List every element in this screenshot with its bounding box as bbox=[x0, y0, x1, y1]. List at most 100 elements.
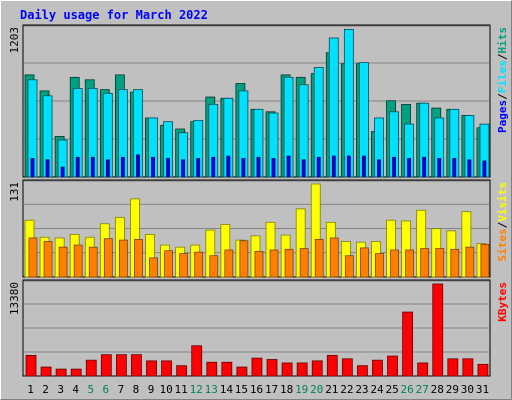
legend-separator: / bbox=[496, 53, 509, 60]
bar-pages-28 bbox=[437, 158, 442, 178]
bar-pages-23 bbox=[362, 155, 366, 178]
bar-kbytes-24 bbox=[372, 359, 383, 377]
bar-sites-21 bbox=[329, 237, 339, 278]
bar-pages-4 bbox=[75, 156, 80, 178]
bar-pages-25 bbox=[392, 156, 396, 178]
bar-kbytes-11 bbox=[176, 365, 188, 377]
bar-pages-11 bbox=[181, 159, 186, 178]
bar-pages-16 bbox=[256, 156, 261, 178]
bar-pages-5 bbox=[90, 156, 95, 178]
bar-sites-5 bbox=[88, 246, 98, 278]
bar-pages-7 bbox=[120, 156, 125, 178]
bar-pages-19 bbox=[301, 159, 306, 178]
bar-kbytes-26 bbox=[402, 311, 414, 377]
x-tick-label-16: 16 bbox=[250, 383, 263, 396]
bar-sites-18 bbox=[284, 248, 294, 278]
x-tick-label-14: 14 bbox=[220, 383, 234, 396]
x-tick-label-25: 25 bbox=[385, 383, 398, 396]
bar-kbytes-31 bbox=[477, 363, 489, 377]
bar-sites-4 bbox=[73, 244, 83, 278]
panel-sites-visits: 131 Sites/Visits bbox=[8, 179, 509, 278]
bar-pages-8 bbox=[136, 154, 140, 178]
bar-pages-15 bbox=[241, 158, 246, 178]
legend: Sites/Visits bbox=[496, 182, 509, 262]
bar-sites-3 bbox=[58, 246, 68, 278]
bar-pages-2 bbox=[45, 159, 50, 178]
bar-kbytes-6 bbox=[100, 354, 112, 377]
bar-sites-20 bbox=[314, 238, 324, 278]
x-tick-label-15: 15 bbox=[235, 383, 248, 396]
bar-pages-13 bbox=[211, 156, 216, 178]
x-tick-label-8: 8 bbox=[133, 383, 140, 396]
bar-kbytes-2 bbox=[40, 366, 52, 377]
x-tick-label-17: 17 bbox=[265, 383, 278, 396]
bar-sites-13 bbox=[209, 255, 219, 278]
legend-separator: / bbox=[496, 93, 509, 100]
bar-kbytes-29 bbox=[447, 358, 459, 377]
x-tick-label-6: 6 bbox=[103, 383, 110, 396]
x-tick-label-19: 19 bbox=[295, 383, 308, 396]
bar-sites-22 bbox=[344, 255, 354, 278]
x-tick-label-4: 4 bbox=[72, 383, 79, 396]
legend-entry-files: Files bbox=[496, 60, 509, 93]
bar-kbytes-8 bbox=[131, 354, 142, 377]
legend-entry-sites: Sites bbox=[496, 228, 509, 261]
bar-pages-9 bbox=[151, 156, 155, 178]
x-tick-label-27: 27 bbox=[416, 383, 429, 396]
bar-sites-11 bbox=[179, 253, 189, 278]
legend: Pages/Files/Hits bbox=[496, 27, 509, 133]
bar-kbytes-28 bbox=[432, 283, 444, 377]
x-tick-label-24: 24 bbox=[370, 383, 384, 396]
bar-kbytes-30 bbox=[462, 358, 474, 377]
x-tick-label-18: 18 bbox=[280, 383, 293, 396]
bar-sites-30 bbox=[465, 246, 475, 278]
x-tick-label-13: 13 bbox=[205, 383, 218, 396]
bar-kbytes-25 bbox=[387, 355, 398, 377]
x-tick-label-12: 12 bbox=[190, 383, 203, 396]
bar-sites-25 bbox=[390, 249, 399, 278]
legend-entry-pages: Pages bbox=[496, 100, 509, 133]
bar-pages-12 bbox=[196, 158, 201, 178]
bar-pages-24 bbox=[377, 159, 381, 178]
bar-kbytes-14 bbox=[221, 361, 233, 377]
bar-sites-2 bbox=[43, 241, 53, 278]
bar-pages-29 bbox=[452, 158, 457, 178]
bar-kbytes-13 bbox=[206, 361, 218, 377]
bar-kbytes-27 bbox=[417, 362, 429, 377]
bar-sites-29 bbox=[450, 248, 460, 278]
bar-kbytes-4 bbox=[70, 368, 82, 377]
bar-sites-15 bbox=[239, 240, 249, 278]
bar-pages-17 bbox=[271, 158, 276, 178]
bar-sites-26 bbox=[405, 249, 415, 278]
bar-sites-7 bbox=[118, 239, 128, 278]
x-tick-label-7: 7 bbox=[118, 383, 125, 396]
x-tick-label-21: 21 bbox=[325, 383, 338, 396]
bar-kbytes-21 bbox=[326, 354, 338, 377]
legend-entry-hits: Hits bbox=[496, 27, 509, 54]
bar-pages-3 bbox=[60, 166, 65, 178]
bar-kbytes-18 bbox=[281, 362, 293, 377]
legend: KBytes bbox=[496, 282, 509, 322]
chart-title: Daily usage for March 2022 bbox=[20, 8, 208, 22]
bar-sites-1 bbox=[28, 237, 38, 278]
y-max-label: 1203 bbox=[8, 27, 21, 54]
bar-kbytes-22 bbox=[341, 358, 353, 377]
bar-kbytes-17 bbox=[266, 359, 278, 377]
bar-kbytes-10 bbox=[161, 360, 172, 377]
bar-kbytes-5 bbox=[85, 359, 97, 377]
y-max-label: 13380 bbox=[8, 282, 21, 315]
bar-pages-27 bbox=[422, 156, 427, 178]
chart-panels: 1203Pages/Files/Hits131Sites/Visits13380… bbox=[8, 24, 509, 377]
bar-kbytes-19 bbox=[296, 362, 308, 377]
bar-kbytes-23 bbox=[357, 365, 368, 377]
bar-sites-16 bbox=[254, 251, 264, 278]
bar-kbytes-15 bbox=[236, 366, 248, 377]
y-max-label: 131 bbox=[8, 182, 21, 202]
bar-sites-9 bbox=[149, 257, 158, 278]
x-tick-label-1: 1 bbox=[27, 383, 34, 396]
legend-separator: / bbox=[496, 221, 509, 228]
bar-pages-21 bbox=[331, 155, 336, 178]
bar-sites-14 bbox=[224, 249, 234, 278]
bar-kbytes-7 bbox=[115, 354, 127, 377]
